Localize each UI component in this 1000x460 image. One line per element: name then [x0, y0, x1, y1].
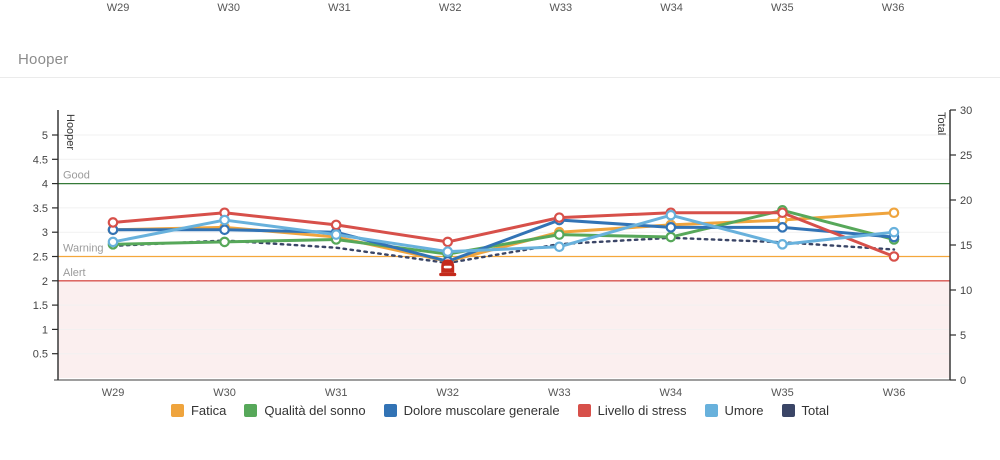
series-line-qualit-del-sonno [111, 208, 896, 256]
legend-item-fatica[interactable]: Fatica [170, 403, 227, 418]
legend-label: Dolore muscolare generale [403, 403, 560, 418]
right-axis-tick-label: 15 [960, 240, 972, 252]
data-point-qualit-del-sonno-w33[interactable] [553, 229, 565, 240]
legend-label: Umore [724, 403, 764, 418]
data-point-umore-w31[interactable] [330, 229, 342, 240]
data-point-fatica-w36[interactable] [888, 207, 900, 219]
data-point-livello-di-stress-w31[interactable] [330, 219, 342, 231]
left-axis-tick-label: 3.5 [33, 203, 48, 215]
data-point-qualit-del-sonno-w34[interactable] [665, 231, 677, 243]
previous-chart-x-label-w30: W30 [217, 2, 241, 14]
legend-swatch [781, 404, 795, 417]
previous-chart-x-label-w32: W32 [438, 2, 462, 14]
section-title: Hooper [18, 51, 69, 68]
data-point-dolore-muscolare-generale-w35[interactable] [777, 222, 788, 233]
left-axis-tick-label: 4.5 [33, 154, 48, 166]
data-point-qualit-del-sonno-w30[interactable] [219, 236, 230, 248]
left-axis-tick-label: 1.5 [33, 300, 48, 312]
data-point-livello-di-stress-w35[interactable] [777, 207, 788, 219]
x-axis-label-w33: W33 [548, 387, 571, 399]
legend-label: Fatica [190, 403, 227, 418]
legend-swatch [170, 404, 184, 417]
reference-label-warning: Warning [63, 243, 104, 255]
reference-label-alert: Alert [63, 267, 86, 279]
previous-chart-x-label-w35: W35 [770, 2, 794, 14]
data-point-umore-w35[interactable] [777, 239, 788, 250]
left-axis-tick-label: 2.5 [33, 252, 48, 264]
x-axis-label-w29: W29 [102, 387, 125, 399]
legend-swatch [383, 404, 397, 417]
data-point-umore-w33[interactable] [553, 241, 565, 253]
right-axis-tick-label: 20 [960, 195, 972, 207]
data-point-umore-w36[interactable] [888, 226, 900, 238]
previous-chart-x-label-w34: W34 [660, 2, 683, 14]
data-point-livello-di-stress-w32[interactable] [442, 236, 454, 248]
left-axis-tick-label: 1 [42, 324, 48, 336]
x-axis-label-w30: W30 [213, 387, 236, 399]
chart-legend: Fatica Qualità del sonno Dolore muscolare … [0, 403, 1000, 418]
left-axis-tick-label: 5 [42, 130, 48, 142]
left-axis-tick-label: 0.5 [33, 349, 48, 361]
legend-label: Livello di stress [597, 403, 687, 418]
legend-label: Total [801, 403, 830, 418]
legend-swatch [244, 404, 258, 417]
legend-item-dolore-muscolare-generale[interactable]: Dolore muscolare generale [383, 403, 560, 418]
right-axis-tick-label: 30 [960, 105, 972, 117]
x-axis-label-w36: W36 [883, 387, 906, 399]
series-line-umore [111, 213, 896, 254]
data-point-livello-di-stress-w33[interactable] [553, 212, 565, 223]
previous-chart-x-label-w33: W33 [549, 2, 573, 14]
left-axis-tick-label: 4 [42, 179, 48, 191]
left-axis-caption: Hooper [64, 114, 76, 150]
hooper-chart[interactable]: Good Warning Alert 5 4.5 4 3.5 3 2.5 2 1.5 1 0.5 Hoop… [0, 90, 1000, 405]
legend-swatch [704, 404, 718, 417]
series-line-total [111, 236, 896, 265]
x-axis-label-w34: W34 [660, 387, 683, 399]
previous-chart-x-label-w29: W29 [106, 2, 130, 14]
previous-chart-x-label-w31: W31 [328, 2, 351, 14]
alert-icon[interactable] [439, 259, 457, 277]
reference-label-good: Good [63, 170, 90, 182]
data-point-umore-w30[interactable] [219, 214, 230, 226]
x-axis-label-w31: W31 [325, 387, 348, 399]
legend-label: Qualità del sonno [264, 403, 366, 418]
series-line-livello-di-stress [111, 211, 896, 258]
left-axis-tick-label: 2 [42, 276, 48, 288]
data-point-umore-w34[interactable] [665, 209, 677, 221]
right-axis-tick-label: 5 [960, 330, 966, 342]
data-point-dolore-muscolare-generale-w34[interactable] [665, 222, 677, 233]
legend-swatch [577, 404, 591, 417]
previous-chart-x-axis: W29 W30 W31 W32 W33 W34 W35 W36 [0, 2, 1000, 16]
legend-item-livello-di-stress[interactable]: Livello di stress [577, 403, 687, 418]
data-point-dolore-muscolare-generale-w30[interactable] [219, 224, 230, 236]
series-line-dolore-muscolare-generale [111, 218, 896, 263]
legend-item-qualit-del-sonno[interactable]: Qualità del sonno [244, 403, 366, 418]
x-axis-label-w35: W35 [771, 387, 794, 399]
left-axis-tick-label: 3 [42, 227, 48, 239]
legend-item-total[interactable]: Total [781, 403, 830, 418]
section-divider [0, 77, 1000, 78]
data-point-umore-w32[interactable] [442, 246, 454, 257]
x-axis-label-w32: W32 [436, 387, 459, 399]
previous-chart-x-label-w36: W36 [881, 2, 905, 14]
data-point-umore-w29[interactable] [107, 236, 119, 248]
data-point-livello-di-stress-w36[interactable] [888, 251, 900, 262]
legend-item-umore[interactable]: Umore [704, 403, 764, 418]
right-axis-tick-label: 0 [960, 375, 966, 387]
right-axis-tick-label: 25 [960, 150, 972, 162]
right-axis-caption: Total [935, 112, 947, 135]
right-axis-tick-label: 10 [960, 285, 972, 297]
data-point-livello-di-stress-w29[interactable] [107, 217, 119, 228]
